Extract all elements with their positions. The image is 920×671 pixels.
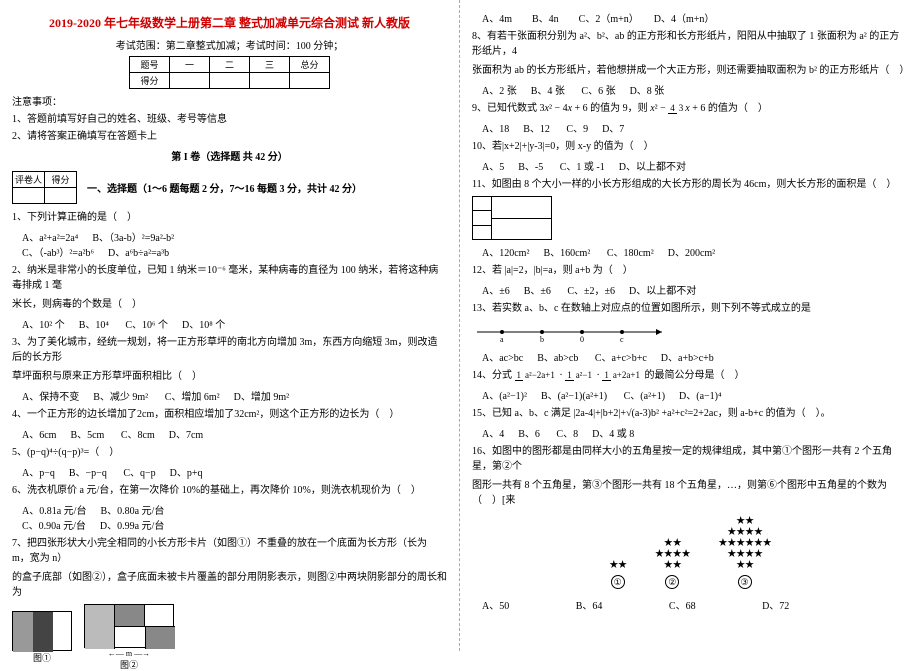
svg-text:b: b: [540, 335, 544, 344]
svg-text:a: a: [500, 335, 504, 344]
q4-opts: A、6cmB、5cm C、8cmD、7cm: [22, 426, 447, 441]
section-1-desc: 一、选择题（1～6 题每题 2 分，7～16 每题 3 分，共计 42 分）: [87, 180, 362, 195]
q12: 12、若 |a|=2，|b|=a，则 a+b 为（ ）: [472, 263, 908, 278]
figure-1: 图①: [12, 611, 72, 671]
q10: 10、若|x+2|+|y-3|=0，则 x-y 的值为（ ）: [472, 139, 908, 154]
q4: 4、一个正方形的边长增加了2cm，面积相应增加了32cm²，则这个正方形的边长为…: [12, 407, 447, 422]
score-col: 一: [170, 57, 210, 73]
q3b: 草坪面积与原来正方形草坪面积相比（ ）: [12, 369, 447, 384]
note-1: 1、答题前填写好自己的姓名、班级、考号等信息: [12, 110, 447, 125]
score-row2: 得分: [130, 73, 170, 89]
q1: 1、下列计算正确的是（ ）: [12, 210, 447, 225]
q6-opts: A、0.81a 元/台B、0.80a 元/台 C、0.90a 元/台D、0.99…: [22, 502, 447, 532]
q10-opts: A、5B、-5 C、1 或 -1D、以上都不对: [482, 158, 908, 173]
section-1-head: 第 I 卷（选择题 共 42 分）: [12, 148, 447, 163]
q8-opts: A、2 张B、4 张 C、6 张D、8 张: [482, 82, 908, 97]
q5: 5、(p−q)⁴÷(q−p)³=（ ）: [12, 445, 447, 460]
score-col: 二: [210, 57, 250, 73]
figure-2: ←— m —→ 图②: [84, 604, 174, 671]
score-col: 题号: [130, 57, 170, 73]
q16: 16、如图中的图形都是由同样大小的五角星按一定的规律组成，其中第①个图形一共有 …: [472, 444, 908, 474]
q14: 14、分式 1a²−2a+1 · 1a²−1 · 1a+2a+1 的最简公分母是…: [472, 368, 908, 383]
q9: 9、已知代数式 3x² − 4x + 6 的值为 9，则 x² − 43x + …: [472, 101, 908, 116]
q7: 7、把四张形状大小完全相同的小长方形卡片（如图①）不重叠的放在一个底面为长方形（…: [12, 536, 447, 566]
subtitle: 考试范围：第二章整式加减；考试时间：100 分钟；: [12, 37, 447, 52]
number-line: a b 0 c: [472, 320, 672, 344]
q8b: 张面积为 ab 的长方形纸片，若他想拼成一个大正方形，则还需要抽取面积为 b² …: [472, 63, 908, 78]
q3-opts: A、保持不变B、减少 9m² C、增加 6m²D、增加 9m²: [22, 388, 447, 403]
q7b: 的盒子底部（如图②），盒子底面未被卡片覆盖的部分用阴影表示，则图②中两块阴影部分…: [12, 570, 447, 600]
q2: 2、纳米是非常小的长度单位，已知 1 纳米＝10⁻⁶ 毫米，某种病毒的直径为 1…: [12, 263, 447, 293]
star-figures: ★★ ① ★★★★★★★★ ② ★★★★★★★★★★★★★★★★★★ ③: [472, 516, 908, 589]
figure-rects: [472, 196, 908, 240]
note-2: 2、请将答案正确填写在答题卡上: [12, 127, 447, 142]
notes-head: 注意事项：: [12, 93, 447, 108]
q2b: 米长，则病毒的个数是（ ）: [12, 297, 447, 312]
grader-table: 评卷人得分: [12, 171, 77, 204]
q1-opts: A、a²+a²=2a⁴B、（3a-b）²=9a²-b² C、（-ab³）²=a²…: [22, 229, 447, 259]
q13: 13、若实数 a、b、c 在数轴上对应点的位置如图所示，则下列不等式成立的是: [472, 301, 908, 316]
q16-opts: A、50 B、64 C、68 D、72: [482, 597, 908, 612]
q12-opts: A、±6B、±6 C、±2，±6D、以上都不对: [482, 282, 908, 297]
q16b: 图形一共有 8 个五角星，第③个图形一共有 18 个五角星，…，则第⑥个图形中五…: [472, 478, 908, 508]
q15: 15、已知 a、b、c 满足 |2a-4|+|b+2|+√(a-3)b² +a²…: [472, 406, 908, 421]
q11-opts: A、120cm²B、160cm² C、180cm²D、200cm²: [482, 244, 908, 259]
score-col: 三: [250, 57, 290, 73]
q2-opts: A、10² 个B、10⁴ C、10⁶ 个D、10⁸ 个: [22, 316, 447, 331]
svg-text:c: c: [620, 335, 624, 344]
q6: 6、洗衣机原价 a 元/台，在第一次降价 10%的基础上，再次降价 10%，则洗…: [12, 483, 447, 498]
q3: 3、为了美化城市，经统一规划，将一正方形草坪的南北方向增加 3m，东西方向缩短 …: [12, 335, 447, 365]
score-col: 总分: [290, 57, 330, 73]
q5-opts: A、p−qB、−p−q C、q−pD、p+q: [22, 464, 447, 479]
q7-opts: A、4m B、4n C、2（m+n） D、4（m+n）: [482, 10, 908, 25]
q8: 8、有若干张面积分别为 a²、b²、ab 的正方形和长方形纸片，阳阳从中抽取了 …: [472, 29, 908, 59]
page-title: 2019-2020 年七年级数学上册第二章 整式加减单元综合测试 新人教版: [12, 14, 447, 31]
q11: 11、如图由 8 个大小一样的小长方形组成的大长方形的周长为 46cm，则大长方…: [472, 177, 908, 192]
svg-text:0: 0: [580, 335, 584, 344]
q15-opts: A、4B、6 C、8D、4 或 8: [482, 425, 908, 440]
score-table: 题号 一 二 三 总分 得分: [129, 56, 330, 89]
q14-opts: A、(a²−1)²B、(a²−1)(a²+1) C、(a²+1)D、(a−1)⁴: [482, 387, 908, 402]
q9-opts: A、18B、12 C、9D、7: [482, 120, 908, 135]
q13-opts: A、ac>bcB、ab>cb C、a+c>b+cD、a+b>c+b: [482, 349, 908, 364]
